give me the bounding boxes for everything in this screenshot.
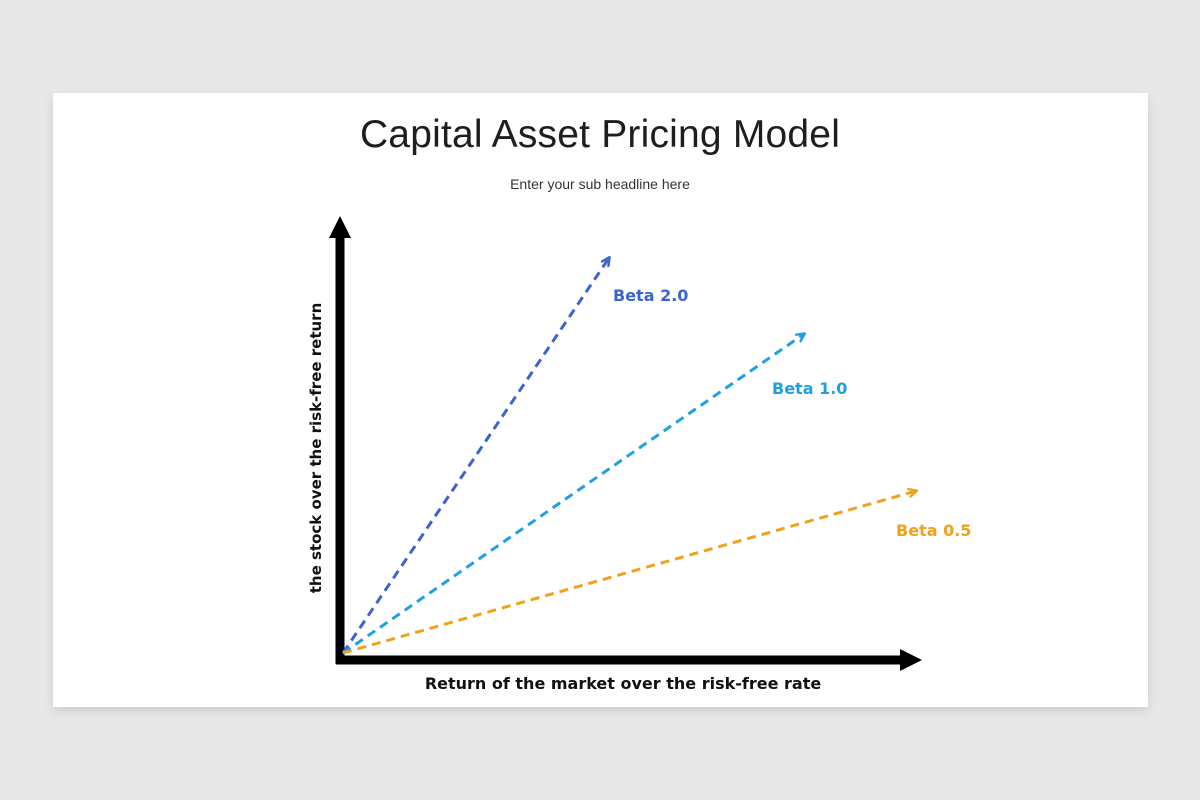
y-axis <box>329 216 351 664</box>
page-subtitle: Enter your sub headline here <box>510 176 690 192</box>
y-axis-label: the stock over the risk-free return <box>307 302 325 594</box>
beta-2-label: Beta 2.0 <box>613 286 689 305</box>
beta-05-label: Beta 0.5 <box>896 521 972 540</box>
x-axis-label: Return of the market over the risk-free … <box>424 674 822 693</box>
slide-canvas <box>53 93 1148 707</box>
beta-2-line <box>341 258 609 654</box>
page-title: Capital Asset Pricing Model <box>359 113 841 156</box>
beta-1-label: Beta 1.0 <box>772 379 848 398</box>
beta-1-line <box>342 334 804 655</box>
beta-05-line <box>342 491 916 655</box>
x-axis <box>336 649 922 671</box>
